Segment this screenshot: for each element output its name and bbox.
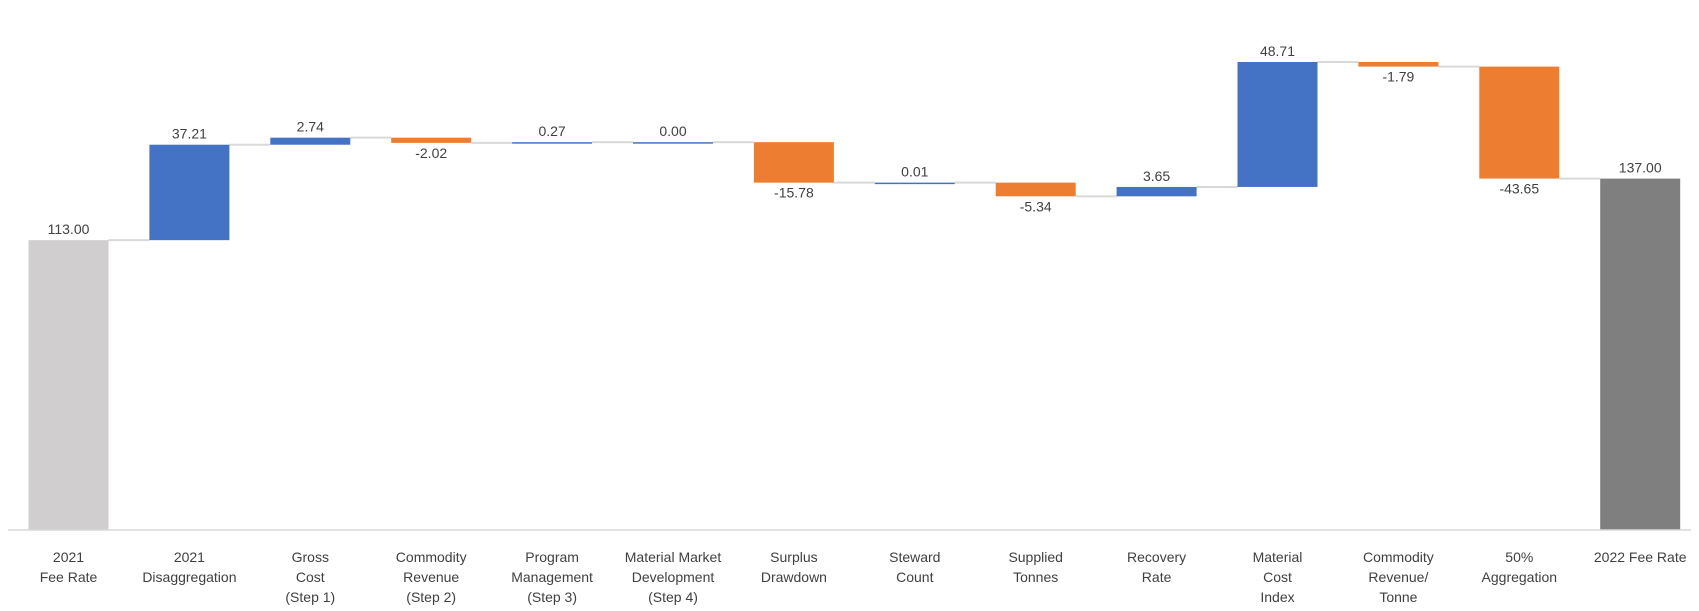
category-label: 2021 bbox=[174, 549, 205, 565]
bar-8 bbox=[995, 182, 1076, 197]
category-label: (Step 4) bbox=[648, 589, 698, 605]
data-label: 0.01 bbox=[901, 164, 928, 180]
data-label: 113.00 bbox=[48, 221, 90, 237]
category-label: Commodity bbox=[1363, 549, 1434, 565]
bar-7 bbox=[874, 182, 955, 185]
category-label: Tonne bbox=[1379, 589, 1417, 605]
bar-4 bbox=[512, 142, 593, 144]
data-label: 2.74 bbox=[297, 119, 324, 135]
bar-2 bbox=[270, 137, 351, 145]
data-label: 37.21 bbox=[172, 126, 207, 142]
data-label: 3.65 bbox=[1143, 168, 1170, 184]
category-label: Recovery bbox=[1127, 549, 1186, 565]
bar-11 bbox=[1358, 62, 1439, 67]
bar-13 bbox=[1600, 178, 1681, 530]
data-label: -2.02 bbox=[415, 145, 447, 161]
category-label: 2021 bbox=[53, 549, 84, 565]
category-label: Gross bbox=[292, 549, 329, 565]
category-label: Cost bbox=[1263, 569, 1292, 585]
category-label: 2022 Fee Rate bbox=[1594, 549, 1687, 565]
bar-12 bbox=[1479, 66, 1560, 179]
category-label: Revenue/ bbox=[1368, 569, 1428, 585]
data-label: -1.79 bbox=[1382, 69, 1414, 85]
category-label: (Step 3) bbox=[527, 589, 577, 605]
category-label: Rate bbox=[1142, 569, 1172, 585]
category-label: (Step 1) bbox=[285, 589, 335, 605]
data-label: -5.34 bbox=[1020, 198, 1052, 214]
bar-5 bbox=[633, 142, 713, 144]
bar-0 bbox=[28, 240, 109, 530]
bar-6 bbox=[753, 142, 834, 183]
data-label: -43.65 bbox=[1499, 181, 1539, 197]
category-label: Fee Rate bbox=[40, 569, 98, 585]
category-label: Index bbox=[1260, 589, 1294, 605]
data-label: 137.00 bbox=[1619, 160, 1662, 176]
category-label: Program bbox=[525, 549, 579, 565]
category-label: Material bbox=[1253, 549, 1303, 565]
category-label: Aggregation bbox=[1482, 569, 1558, 585]
bar-10 bbox=[1237, 62, 1318, 187]
data-label: 0.27 bbox=[538, 123, 565, 139]
data-label: 48.71 bbox=[1260, 43, 1295, 59]
category-label: Steward bbox=[889, 549, 940, 565]
category-label: Commodity bbox=[396, 549, 467, 565]
category-label: Drawdown bbox=[761, 569, 827, 585]
category-label: Supplied bbox=[1008, 549, 1063, 565]
category-label: Count bbox=[896, 569, 933, 585]
category-label: Material Market bbox=[625, 549, 722, 565]
data-label: 0.00 bbox=[659, 123, 686, 139]
category-label: 50% bbox=[1505, 549, 1533, 565]
category-label: Management bbox=[511, 569, 593, 585]
bar-1 bbox=[149, 144, 230, 241]
category-label: Cost bbox=[296, 569, 325, 585]
bar-9 bbox=[1116, 186, 1197, 197]
data-label: -15.78 bbox=[774, 185, 814, 201]
category-label: Revenue bbox=[403, 569, 459, 585]
category-label: (Step 2) bbox=[406, 589, 456, 605]
category-label: Surplus bbox=[770, 549, 817, 565]
category-label: Tonnes bbox=[1013, 569, 1058, 585]
bar-3 bbox=[391, 137, 472, 143]
category-label: Disaggregation bbox=[142, 569, 236, 585]
category-label: Development bbox=[632, 569, 715, 585]
